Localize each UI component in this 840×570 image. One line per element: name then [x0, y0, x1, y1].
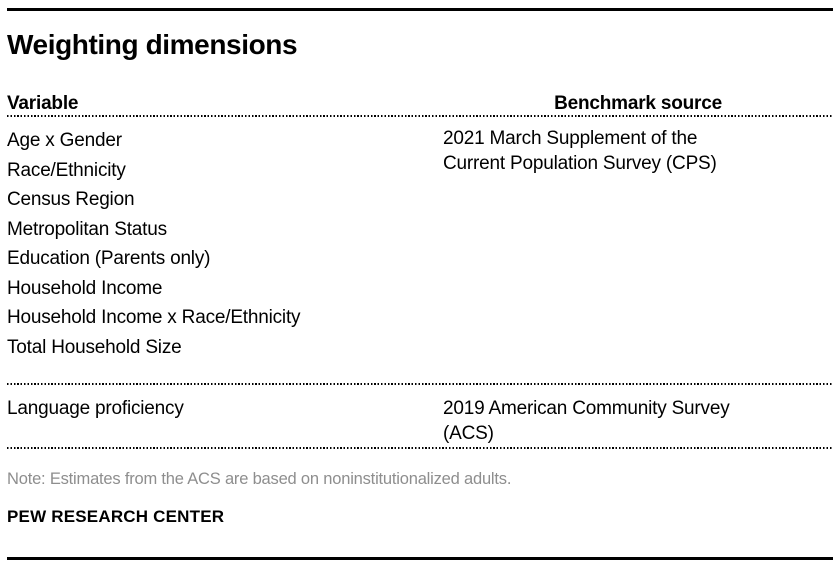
top-rule [7, 8, 833, 11]
variable-item: Total Household Size [7, 336, 182, 358]
table-bottom-divider-dotted [7, 447, 833, 449]
variable-item: Household Income x Race/Ethnicity [7, 307, 301, 328]
variable-item: Age x Gender [7, 130, 122, 151]
variable-item: Household Income [7, 277, 163, 299]
variable-list-acs: Language proficiency [7, 396, 443, 446]
variable-item: Education (Parents only) [7, 248, 211, 269]
row-divider-dotted [7, 383, 833, 385]
benchmark-source-text: 2021 March Supplement of the Current Pop… [443, 128, 717, 174]
benchmark-cell-acs: 2019 American Community Survey (ACS) [443, 396, 833, 446]
variable-item: Language proficiency [7, 398, 184, 419]
table-row-cps: Age x Gender Race/Ethnicity Census Regio… [7, 117, 833, 383]
column-header-variable: Variable [7, 93, 79, 114]
header-divider-dotted [7, 115, 833, 117]
table-figure: Weighting dimensions Variable Benchmark … [7, 8, 833, 527]
table-row-acs: Language proficiency 2019 American Commu… [7, 385, 833, 447]
variable-list-cps: Age x Gender Race/Ethnicity Census Regio… [7, 126, 443, 362]
note-text: Note: Estimates from the ACS are based o… [7, 470, 512, 488]
benchmark-cell-cps: 2021 March Supplement of the Current Pop… [443, 126, 833, 362]
figure-title: Weighting dimensions [7, 29, 298, 60]
column-header-benchmark-source: Benchmark source [554, 93, 722, 114]
bottom-rule [7, 557, 833, 560]
table-header-row: Variable Benchmark source [7, 93, 833, 117]
source-label: PEW RESEARCH CENTER [7, 507, 225, 526]
variable-item: Census Region [7, 189, 135, 210]
benchmark-source-text: 2019 American Community Survey (ACS) [443, 398, 730, 444]
variable-item: Race/Ethnicity [7, 159, 126, 181]
variable-item: Metropolitan Status [7, 218, 167, 240]
weighting-table: Variable Benchmark source Age x Gender R… [7, 93, 833, 449]
